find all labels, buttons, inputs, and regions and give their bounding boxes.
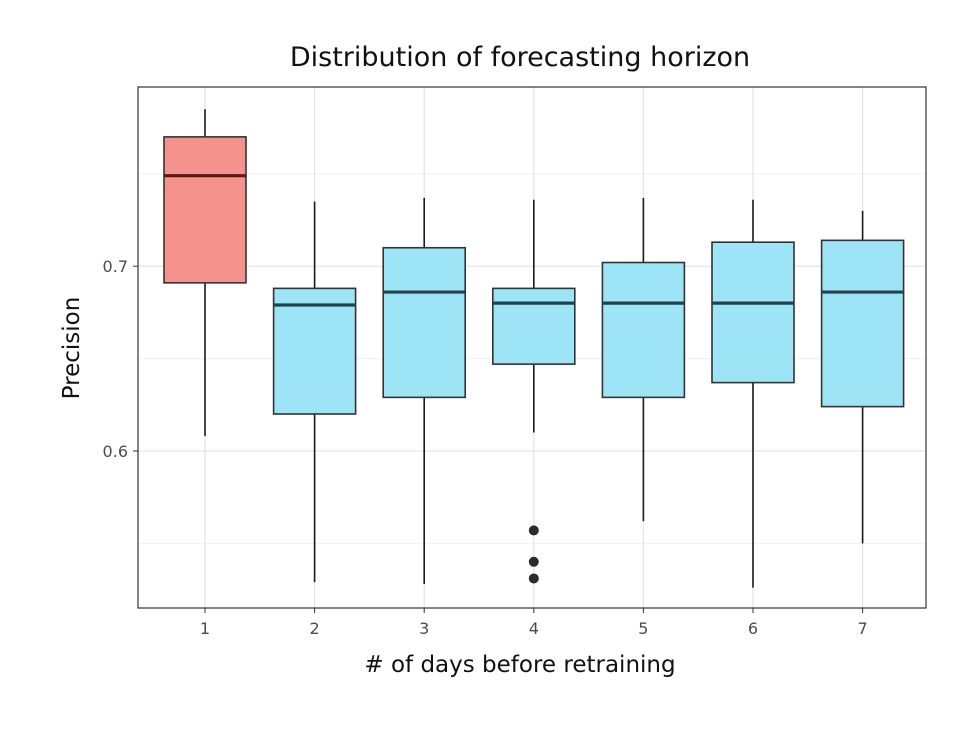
- y-tick-label: 0.6: [103, 442, 128, 461]
- box-group: [820, 210, 905, 544]
- y-tick-label: 0.7: [103, 257, 128, 276]
- box-iqr: [272, 287, 357, 415]
- box-iqr: [382, 246, 467, 399]
- box-group: [711, 199, 795, 588]
- plot-border: [137, 86, 927, 609]
- box-iqr: [491, 287, 576, 365]
- chart-title: Distribution of forecasting horizon: [290, 42, 750, 73]
- box-group: [272, 201, 357, 583]
- box-group: [163, 109, 247, 437]
- box-group: [382, 197, 467, 584]
- outlier-point: [528, 525, 539, 536]
- boxes: [163, 109, 905, 588]
- outlier-point: [528, 556, 539, 567]
- box-iqr: [820, 239, 905, 408]
- y-ticks: 0.6 0.7: [103, 257, 138, 461]
- x-tick-label: 4: [529, 619, 539, 638]
- x-tick-label: 1: [200, 619, 210, 638]
- box-iqr: [711, 241, 795, 384]
- y-axis-label: Precision: [59, 297, 85, 400]
- x-ticks: 1 2 3 4 5 6 7: [200, 608, 868, 638]
- x-axis-label: # of days before retraining: [364, 652, 675, 678]
- x-tick-label: 2: [310, 619, 320, 638]
- x-tick-label: 3: [419, 619, 429, 638]
- x-tick-label: 7: [858, 619, 868, 638]
- outlier-point: [528, 573, 539, 584]
- box-iqr: [163, 136, 247, 284]
- x-tick-label: 5: [638, 619, 648, 638]
- box-group: [491, 199, 576, 584]
- box-iqr: [601, 261, 686, 399]
- box-group: [601, 197, 686, 522]
- x-tick-label: 6: [748, 619, 758, 638]
